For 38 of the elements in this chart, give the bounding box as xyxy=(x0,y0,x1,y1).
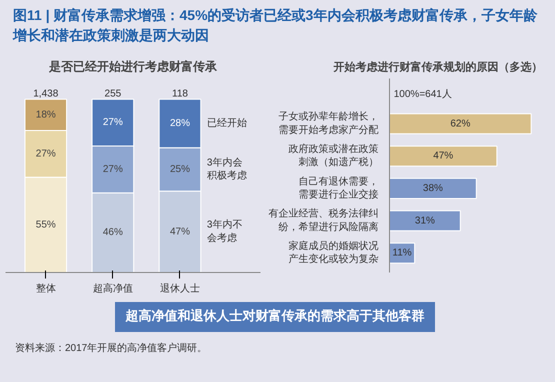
data-label: 38% xyxy=(422,182,444,194)
bar xyxy=(390,178,477,199)
data-label: 62% xyxy=(450,118,470,130)
annotation: 255 xyxy=(104,88,122,100)
bar xyxy=(390,113,532,134)
data-label: 27% xyxy=(36,148,56,160)
data-label: 47% xyxy=(170,226,190,238)
bar xyxy=(390,210,461,232)
x-tick-label: 超高净值 xyxy=(92,282,133,294)
bar xyxy=(390,146,498,167)
y-tick-label: 自己有退休需要，需要进行企业交接 xyxy=(298,175,378,201)
data-label: 11% xyxy=(392,248,412,259)
y-tick-label: 政府政策或潜在政策刺激（如遗产税） xyxy=(288,143,378,168)
data-label: 27% xyxy=(102,164,123,175)
x-tick-label: 整体 xyxy=(36,282,56,294)
data-label: 18% xyxy=(36,109,56,120)
data-label: 31% xyxy=(414,215,436,226)
series-label: 3年内会积极考虑 xyxy=(206,156,247,182)
data-label: 55% xyxy=(36,219,56,230)
data-label: 25% xyxy=(170,164,190,175)
chart-title: 开始考虑进行财富传承规划的原因（多选） xyxy=(332,60,542,74)
y-tick-label: 家庭成员的婚姻状况产生变化或较为复杂 xyxy=(288,240,378,266)
data-label: 46% xyxy=(102,227,123,238)
annotation: 118 xyxy=(172,88,188,100)
data-label: 47% xyxy=(433,150,454,162)
series-label: 已经开始 xyxy=(206,117,247,130)
text: 100%=641人 xyxy=(394,89,452,100)
data-label: 27% xyxy=(102,117,123,128)
annotation: 1,438 xyxy=(33,88,59,100)
text: 超高净值和退休人士对财富传承的需求高于其他客群 xyxy=(126,307,424,325)
data-label: 28% xyxy=(170,118,190,130)
chart-subtitle: 是否已经开始进行考虑财富传承 xyxy=(48,60,218,74)
y-tick-label: 子女或孙辈年龄增长，需要开始考虑家产分配 xyxy=(278,110,378,136)
text: 资料来源：2017年开展的高净值客户调研。 xyxy=(15,342,208,356)
series-label: 3年内不会考虑 xyxy=(206,218,242,244)
chart-title: 图11 | 财富传承需求增强：45%的受访者已经或3年内会积极考虑财富传承，子女年龄增长和潜在政策刺激是两大动因 xyxy=(13,6,538,45)
x-tick-label: 退休人士 xyxy=(160,282,200,294)
y-tick-label: 有企业经营、税务法律纠纷，希望进行风险隔离 xyxy=(268,208,378,233)
